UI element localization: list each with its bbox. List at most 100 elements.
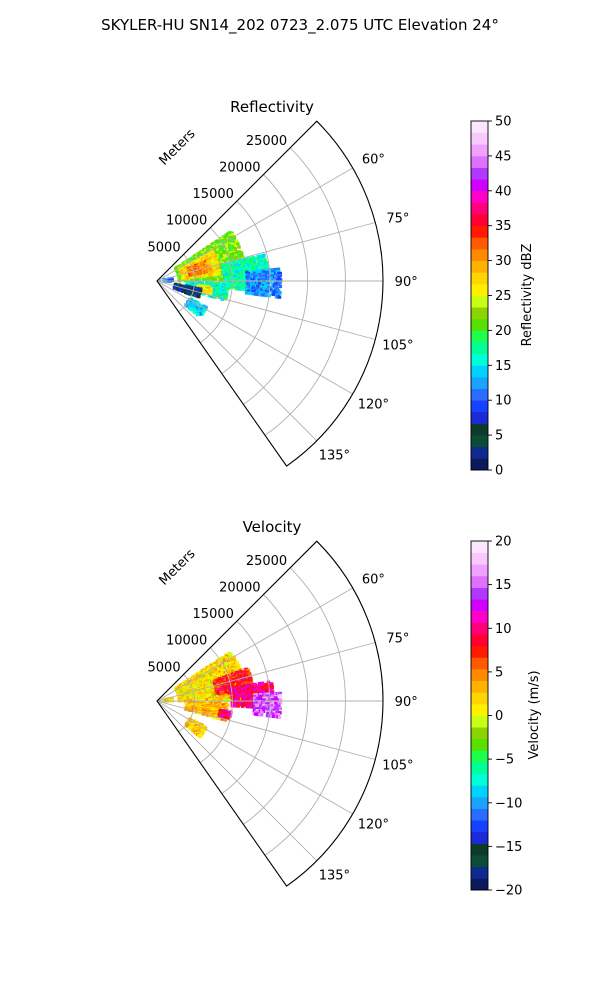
colorbar-swatch (471, 272, 488, 285)
echo-cell (221, 691, 225, 696)
echo-cell (222, 256, 226, 261)
colorbar-swatch (471, 645, 488, 658)
echo-cell (275, 278, 280, 282)
reflectivity-angle-labels: 60° 75° 90° 105° 120° 135° (319, 152, 418, 463)
echo-cell (216, 264, 220, 269)
colorbar-tick-label: 20 (495, 324, 512, 339)
echo-cell (230, 658, 235, 662)
echo-cell (213, 250, 217, 254)
echo-cell (220, 297, 224, 301)
echo-cell (262, 272, 266, 277)
echo-cell (234, 287, 239, 291)
echo-cell (260, 700, 265, 704)
colorbar-swatch (471, 715, 488, 728)
echo-cell (213, 295, 217, 299)
echo-cell (271, 714, 276, 718)
range-ring (264, 147, 346, 436)
colorbar-tick-label: 25 (495, 289, 512, 304)
echo-cell (193, 310, 198, 315)
echo-cell (227, 661, 231, 666)
colorbar-swatch (471, 388, 488, 401)
echo-cell (261, 293, 265, 297)
range-ring (199, 647, 233, 764)
echo-cell (278, 691, 282, 696)
echo-cell (213, 663, 217, 668)
echo-cell (273, 267, 278, 272)
colorbar-swatch (471, 610, 488, 623)
range-ring (221, 620, 271, 794)
echo-cell (181, 289, 185, 293)
echo-cell (188, 292, 192, 296)
colorbar-swatch (471, 773, 488, 786)
echo-cell (275, 280, 280, 284)
echo-cell (265, 264, 270, 269)
colorbar-tick-label: 10 (495, 622, 512, 637)
echo-cell (266, 288, 270, 292)
echo-cell (236, 242, 240, 246)
theta-tick-label: 120° (358, 398, 389, 413)
colorbar-swatch (471, 423, 488, 436)
echo-cell (278, 693, 283, 698)
echo-cell (235, 661, 239, 665)
colorbar-swatch (471, 121, 488, 134)
echo-cell (221, 263, 225, 267)
colorbar-tick-label: 50 (495, 115, 512, 130)
echo-cell (255, 266, 259, 270)
colorbar-tick-label: −5 (495, 753, 514, 768)
echo-cell (223, 237, 227, 241)
echo-cell (262, 698, 266, 702)
echo-cell (211, 278, 215, 283)
r-tick-label: 25000 (246, 134, 287, 149)
colorbar-tick-label: 45 (495, 149, 512, 164)
echo-cell (228, 654, 232, 658)
colorbar-swatch (471, 318, 488, 331)
colorbar-swatch (471, 260, 488, 273)
echo-cell (200, 312, 204, 316)
echo-cell (237, 679, 241, 683)
echo-cell (205, 693, 209, 697)
echo-cell (263, 692, 267, 697)
colorbar-swatch (471, 622, 488, 635)
range-ring (243, 594, 309, 825)
echo-cell (225, 234, 229, 239)
echo-cell (277, 282, 281, 286)
echo-cell (205, 698, 209, 702)
colorbar-swatch (471, 820, 488, 833)
echo-cell (225, 287, 230, 291)
r-tick-label: 10000 (166, 214, 207, 229)
sector-frame (156, 540, 384, 887)
echo-cell (276, 267, 281, 271)
echo-cell (229, 680, 234, 684)
echo-cell (212, 261, 216, 265)
echo-cell (259, 694, 263, 699)
echo-cell (262, 705, 266, 710)
echo-cell (189, 727, 193, 731)
colorbar-tick-label: 10 (495, 394, 512, 409)
echo-cell (262, 278, 266, 282)
colorbar-swatch (471, 762, 488, 775)
echo-cell (206, 711, 210, 715)
colorbar-swatch (471, 283, 488, 296)
range-ring (264, 567, 346, 856)
theta-tick-label: 75° (386, 632, 409, 647)
colorbar-swatch (471, 831, 488, 844)
echo-cell (278, 280, 283, 284)
echo-cell (244, 291, 249, 295)
echo-cell (248, 673, 252, 677)
echo-cell (217, 685, 221, 689)
echo-cell (237, 245, 241, 249)
echo-cell (218, 258, 222, 262)
colorbar-swatch (471, 225, 488, 238)
velocity-range-labels: 5000 10000 15000 20000 25000 (148, 554, 288, 676)
echo-cell (217, 272, 221, 276)
echo-cell (222, 241, 226, 245)
echo-cell (245, 270, 249, 274)
echo-cell (270, 686, 274, 690)
echo-cell (271, 274, 275, 278)
echo-cell (215, 293, 219, 298)
echo-cell (236, 670, 240, 674)
echo-cell (265, 694, 269, 698)
echo-cell (229, 239, 233, 243)
echo-cell (214, 672, 218, 676)
echo-cell (272, 708, 276, 712)
